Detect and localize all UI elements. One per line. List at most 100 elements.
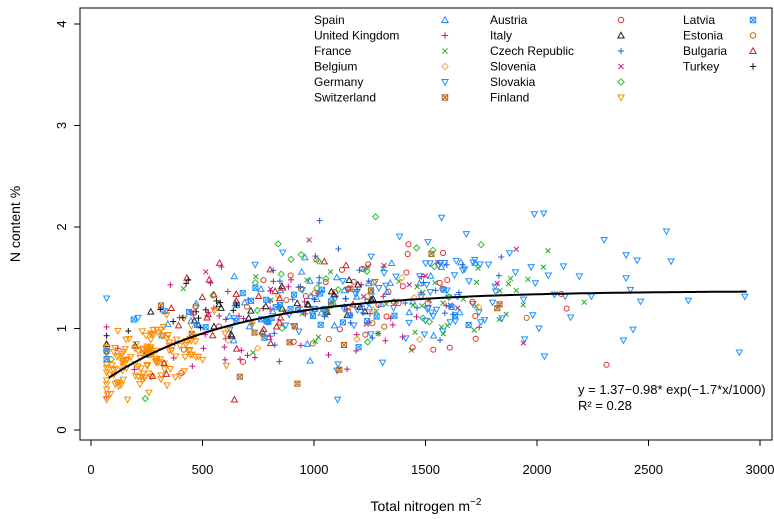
data-point: [157, 372, 165, 380]
data-point: [261, 334, 268, 341]
data-point: [327, 269, 334, 275]
data-point: [498, 254, 505, 261]
data-point: [114, 328, 122, 335]
data-point: [251, 261, 260, 269]
data-point: [476, 324, 483, 331]
data-point: [259, 325, 268, 333]
data-point: [507, 275, 514, 282]
legend-label: Belgium: [314, 60, 357, 74]
data-point: [111, 344, 119, 352]
data-point: [344, 366, 351, 373]
data-point: [684, 297, 693, 305]
data-point: [221, 356, 228, 363]
data-point: [426, 289, 435, 297]
data-point: [230, 307, 237, 314]
data-point: [295, 328, 303, 336]
data-point: [370, 279, 377, 286]
data-point: [336, 326, 343, 333]
data-point: [221, 330, 229, 338]
data-point: [419, 303, 425, 309]
data-point: [414, 304, 421, 311]
data-point: [275, 294, 284, 302]
data-point: [496, 316, 502, 323]
data-point: [351, 291, 360, 299]
data-point: [213, 297, 220, 304]
y-tick-label: 4: [54, 20, 69, 27]
data-point: [312, 253, 319, 260]
data-point: [513, 287, 520, 294]
data-point: [198, 356, 207, 364]
data-point: [382, 337, 389, 344]
data-point: [415, 273, 424, 281]
data-point: [160, 359, 168, 367]
data-point: [340, 341, 348, 349]
legend-label: Austria: [490, 13, 528, 27]
legend-label: Slovakia: [490, 75, 536, 89]
data-point: [102, 340, 111, 348]
data-point: [318, 286, 326, 293]
data-point: [451, 318, 460, 326]
y-axis-title: N content %: [7, 186, 23, 262]
data-point: [215, 258, 224, 266]
data-point: [336, 366, 343, 373]
x-tick-label: 1000: [300, 462, 329, 477]
data-point: [563, 305, 570, 312]
data-point: [387, 259, 396, 267]
data-point: [405, 319, 413, 327]
data-point: [152, 355, 160, 363]
data-point: [446, 319, 455, 327]
data-point: [103, 347, 110, 355]
data-point: [102, 381, 111, 389]
data-point: [494, 280, 500, 287]
data-point: [274, 240, 282, 248]
data-point: [303, 339, 312, 347]
data-point: [350, 322, 358, 330]
data-point: [217, 303, 225, 311]
data-point: [290, 338, 297, 345]
legend-marker: [441, 94, 449, 101]
data-point: [203, 313, 211, 321]
data-point: [455, 308, 464, 316]
data-point: [148, 371, 157, 379]
data-point: [132, 341, 141, 349]
data-point: [200, 345, 207, 352]
data-point: [278, 283, 287, 291]
data-point: [283, 297, 290, 304]
data-point: [544, 272, 553, 280]
data-point: [113, 354, 121, 362]
data-point: [145, 389, 153, 397]
data-point: [402, 300, 409, 307]
data-point: [270, 278, 277, 285]
data-point: [440, 286, 447, 293]
legend-label: Spain: [314, 13, 345, 27]
data-point: [152, 359, 161, 367]
legend-label: Latvia: [683, 13, 715, 27]
data-point: [325, 336, 332, 343]
data-point: [146, 307, 155, 315]
data-point: [240, 315, 247, 322]
data-point: [626, 286, 635, 294]
data-point: [603, 361, 610, 368]
data-point: [126, 354, 135, 362]
data-point: [246, 306, 255, 314]
data-point: [210, 308, 219, 316]
data-point: [111, 365, 120, 373]
data-point: [204, 310, 212, 318]
data-point: [429, 313, 437, 321]
data-point: [309, 340, 316, 347]
x-tick-label: 0: [87, 462, 94, 477]
data-point: [304, 300, 313, 308]
data-point: [430, 346, 437, 353]
data-point: [430, 262, 438, 271]
data-point: [304, 277, 310, 283]
data-point: [157, 326, 165, 334]
data-point: [325, 351, 332, 358]
data-point: [186, 308, 193, 316]
data-point: [530, 211, 539, 219]
data-point: [422, 273, 429, 279]
data-point: [180, 315, 188, 323]
data-point: [162, 369, 171, 377]
data-point: [335, 245, 342, 252]
data-point: [293, 299, 302, 307]
data-point: [118, 359, 127, 367]
